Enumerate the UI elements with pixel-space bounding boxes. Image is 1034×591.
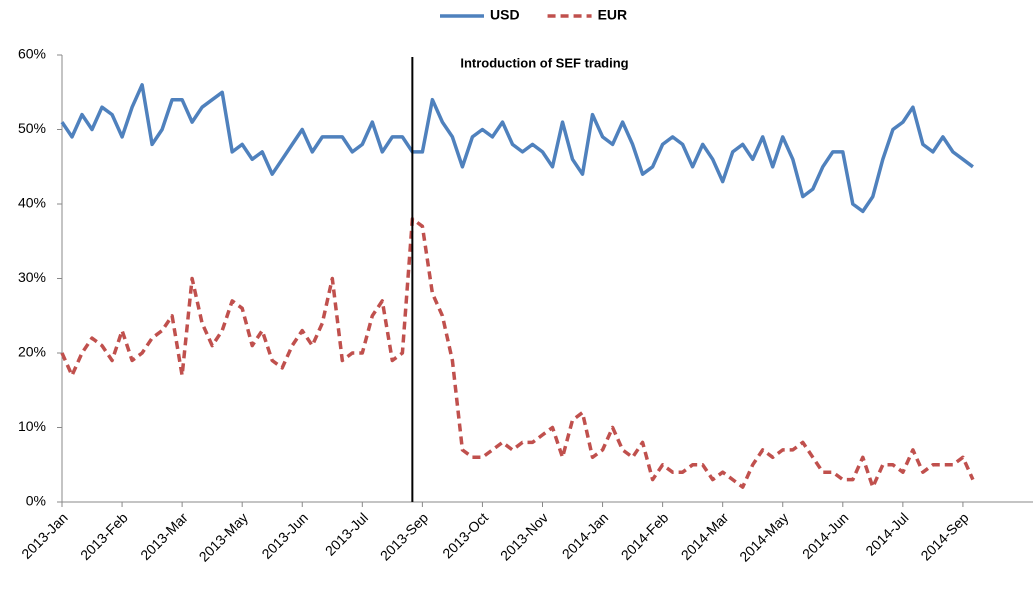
x-tick-label: 2014-May: [736, 509, 791, 564]
series-line: [60, 83, 974, 214]
y-tick-label: 10%: [18, 418, 46, 434]
annotation: Introduction of SEF trading: [460, 55, 628, 70]
y-tick-label: 40%: [18, 195, 46, 211]
x-tick-label: 2013-Sep: [377, 509, 431, 563]
x-tick-label: 2013-Jul: [322, 509, 371, 558]
x-tick-label: 2014-Jan: [559, 509, 612, 562]
x-tick-label: 2014-Jul: [862, 509, 911, 558]
legend-label: EUR: [598, 7, 628, 23]
y-tick-label: 60%: [18, 46, 46, 62]
legend-label: USD: [490, 7, 520, 23]
x-tick-label: 2013-Oct: [439, 509, 491, 561]
x-tick-label: 2014-Feb: [618, 509, 672, 563]
series-line: [60, 217, 975, 489]
y-tick-label: 30%: [18, 269, 46, 285]
x-tick-label: 2014-Jun: [799, 509, 852, 562]
x-tick-label: 2013-Mar: [137, 509, 191, 563]
x-tick-label: 2013-Jun: [258, 509, 311, 562]
x-tick-label: 2014-Sep: [917, 509, 971, 563]
y-tick-label: 50%: [18, 120, 46, 136]
x-tick-label: 2013-May: [196, 509, 251, 564]
x-tick-label: 2013-Nov: [497, 509, 551, 563]
x-tick-label: 2013-Feb: [77, 509, 131, 563]
y-tick-label: 0%: [26, 493, 46, 509]
y-tick-label: 20%: [18, 344, 46, 360]
x-tick-label: 2014-Mar: [678, 509, 732, 563]
x-tick-label: 2013-Jan: [18, 509, 71, 562]
